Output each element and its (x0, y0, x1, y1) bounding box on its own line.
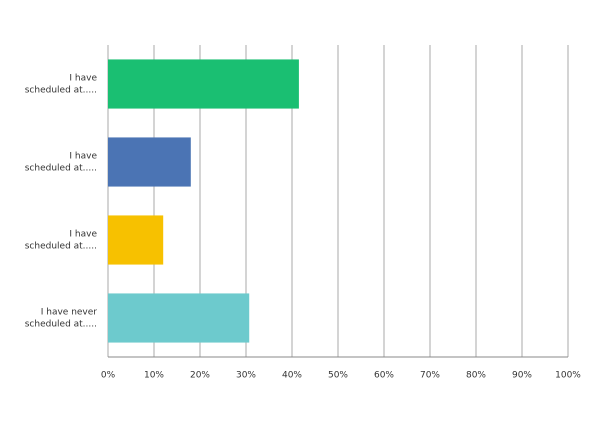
bar (108, 59, 299, 109)
y-tick-label: I have (69, 152, 97, 162)
y-tick-label: I have never (41, 308, 98, 318)
x-tick-label: 0% (101, 371, 116, 381)
y-tick-label: scheduled at..... (25, 86, 97, 96)
x-tick-label: 10% (144, 371, 164, 381)
x-tick-label: 50% (328, 371, 348, 381)
bar (108, 137, 191, 187)
y-tick-label: scheduled at..... (25, 164, 97, 174)
x-tick-label: 70% (420, 371, 440, 381)
x-tick-label: 60% (374, 371, 394, 381)
y-tick-label: I have (69, 230, 97, 240)
y-tick-label: scheduled at..... (25, 242, 97, 252)
x-tick-label: 90% (512, 371, 532, 381)
x-tick-label: 40% (282, 371, 302, 381)
x-tick-label: 30% (236, 371, 256, 381)
x-tick-label: 20% (190, 371, 210, 381)
bar (108, 293, 250, 343)
x-tick-label: 100% (555, 371, 581, 381)
y-tick-label: I have (69, 74, 97, 84)
y-tick-label: scheduled at..... (25, 320, 97, 330)
bar (108, 215, 164, 265)
x-tick-label: 80% (466, 371, 486, 381)
